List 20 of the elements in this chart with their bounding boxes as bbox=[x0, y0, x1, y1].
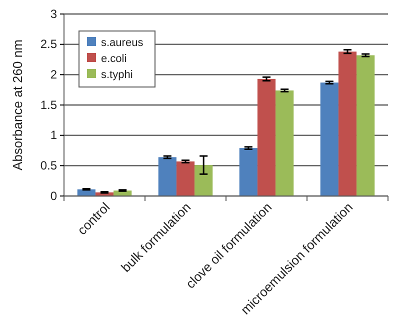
y-tick-label: 1.5 bbox=[40, 98, 58, 112]
y-tick-label: 2 bbox=[50, 68, 58, 82]
y-tick-label: 0.5 bbox=[40, 158, 58, 173]
legend-label: s.typhi bbox=[101, 69, 133, 81]
y-axis-title: Absorbance at 260 nm bbox=[10, 40, 25, 170]
y-tick-label: 1 bbox=[50, 128, 58, 142]
bar bbox=[276, 90, 294, 196]
bar bbox=[338, 52, 357, 196]
bar bbox=[239, 148, 258, 196]
bar bbox=[257, 78, 276, 196]
bar bbox=[176, 161, 195, 196]
bar bbox=[356, 55, 375, 196]
y-tick-label: 3 bbox=[50, 6, 58, 21]
bar bbox=[320, 82, 338, 196]
bar bbox=[158, 157, 176, 196]
y-tick-label: 0 bbox=[50, 188, 58, 203]
legend-label: e.coli bbox=[101, 53, 127, 65]
y-tick-label: 2.5 bbox=[40, 37, 58, 52]
bar bbox=[194, 165, 213, 196]
legend-label: s.aureus bbox=[101, 37, 144, 49]
